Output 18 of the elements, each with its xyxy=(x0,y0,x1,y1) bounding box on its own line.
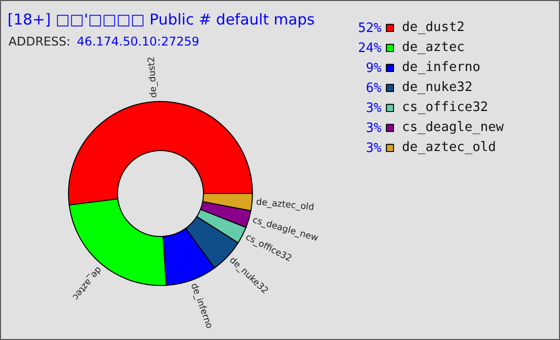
text: ADDRESS: 46.174.50.10:27259 xyxy=(8,34,200,48)
data-label: 3% xyxy=(366,121,382,136)
data-label: 3% xyxy=(366,141,382,156)
legend-label: cs_office32 xyxy=(402,98,488,116)
legend-label: de_nuke32 xyxy=(402,78,472,96)
slice-label: de_aztec_old xyxy=(256,198,315,213)
legend-label: de_dust2 xyxy=(402,18,465,36)
data-label: 9% xyxy=(366,61,382,76)
legend-label: de_aztec_old xyxy=(402,138,496,156)
legend-label: de_inferno xyxy=(402,58,480,76)
data-label: 6% xyxy=(366,81,382,96)
data-label: 52% xyxy=(358,21,382,36)
legend-label: de_aztec xyxy=(402,38,465,56)
data-label: 3% xyxy=(366,101,382,116)
slice-label: de_dust2 xyxy=(146,56,160,98)
legend-label: cs_deagle_new xyxy=(402,118,504,136)
chart-title: [18+] □□'□□□□ Public # default maps xyxy=(8,10,315,28)
data-label: 24% xyxy=(358,41,382,56)
